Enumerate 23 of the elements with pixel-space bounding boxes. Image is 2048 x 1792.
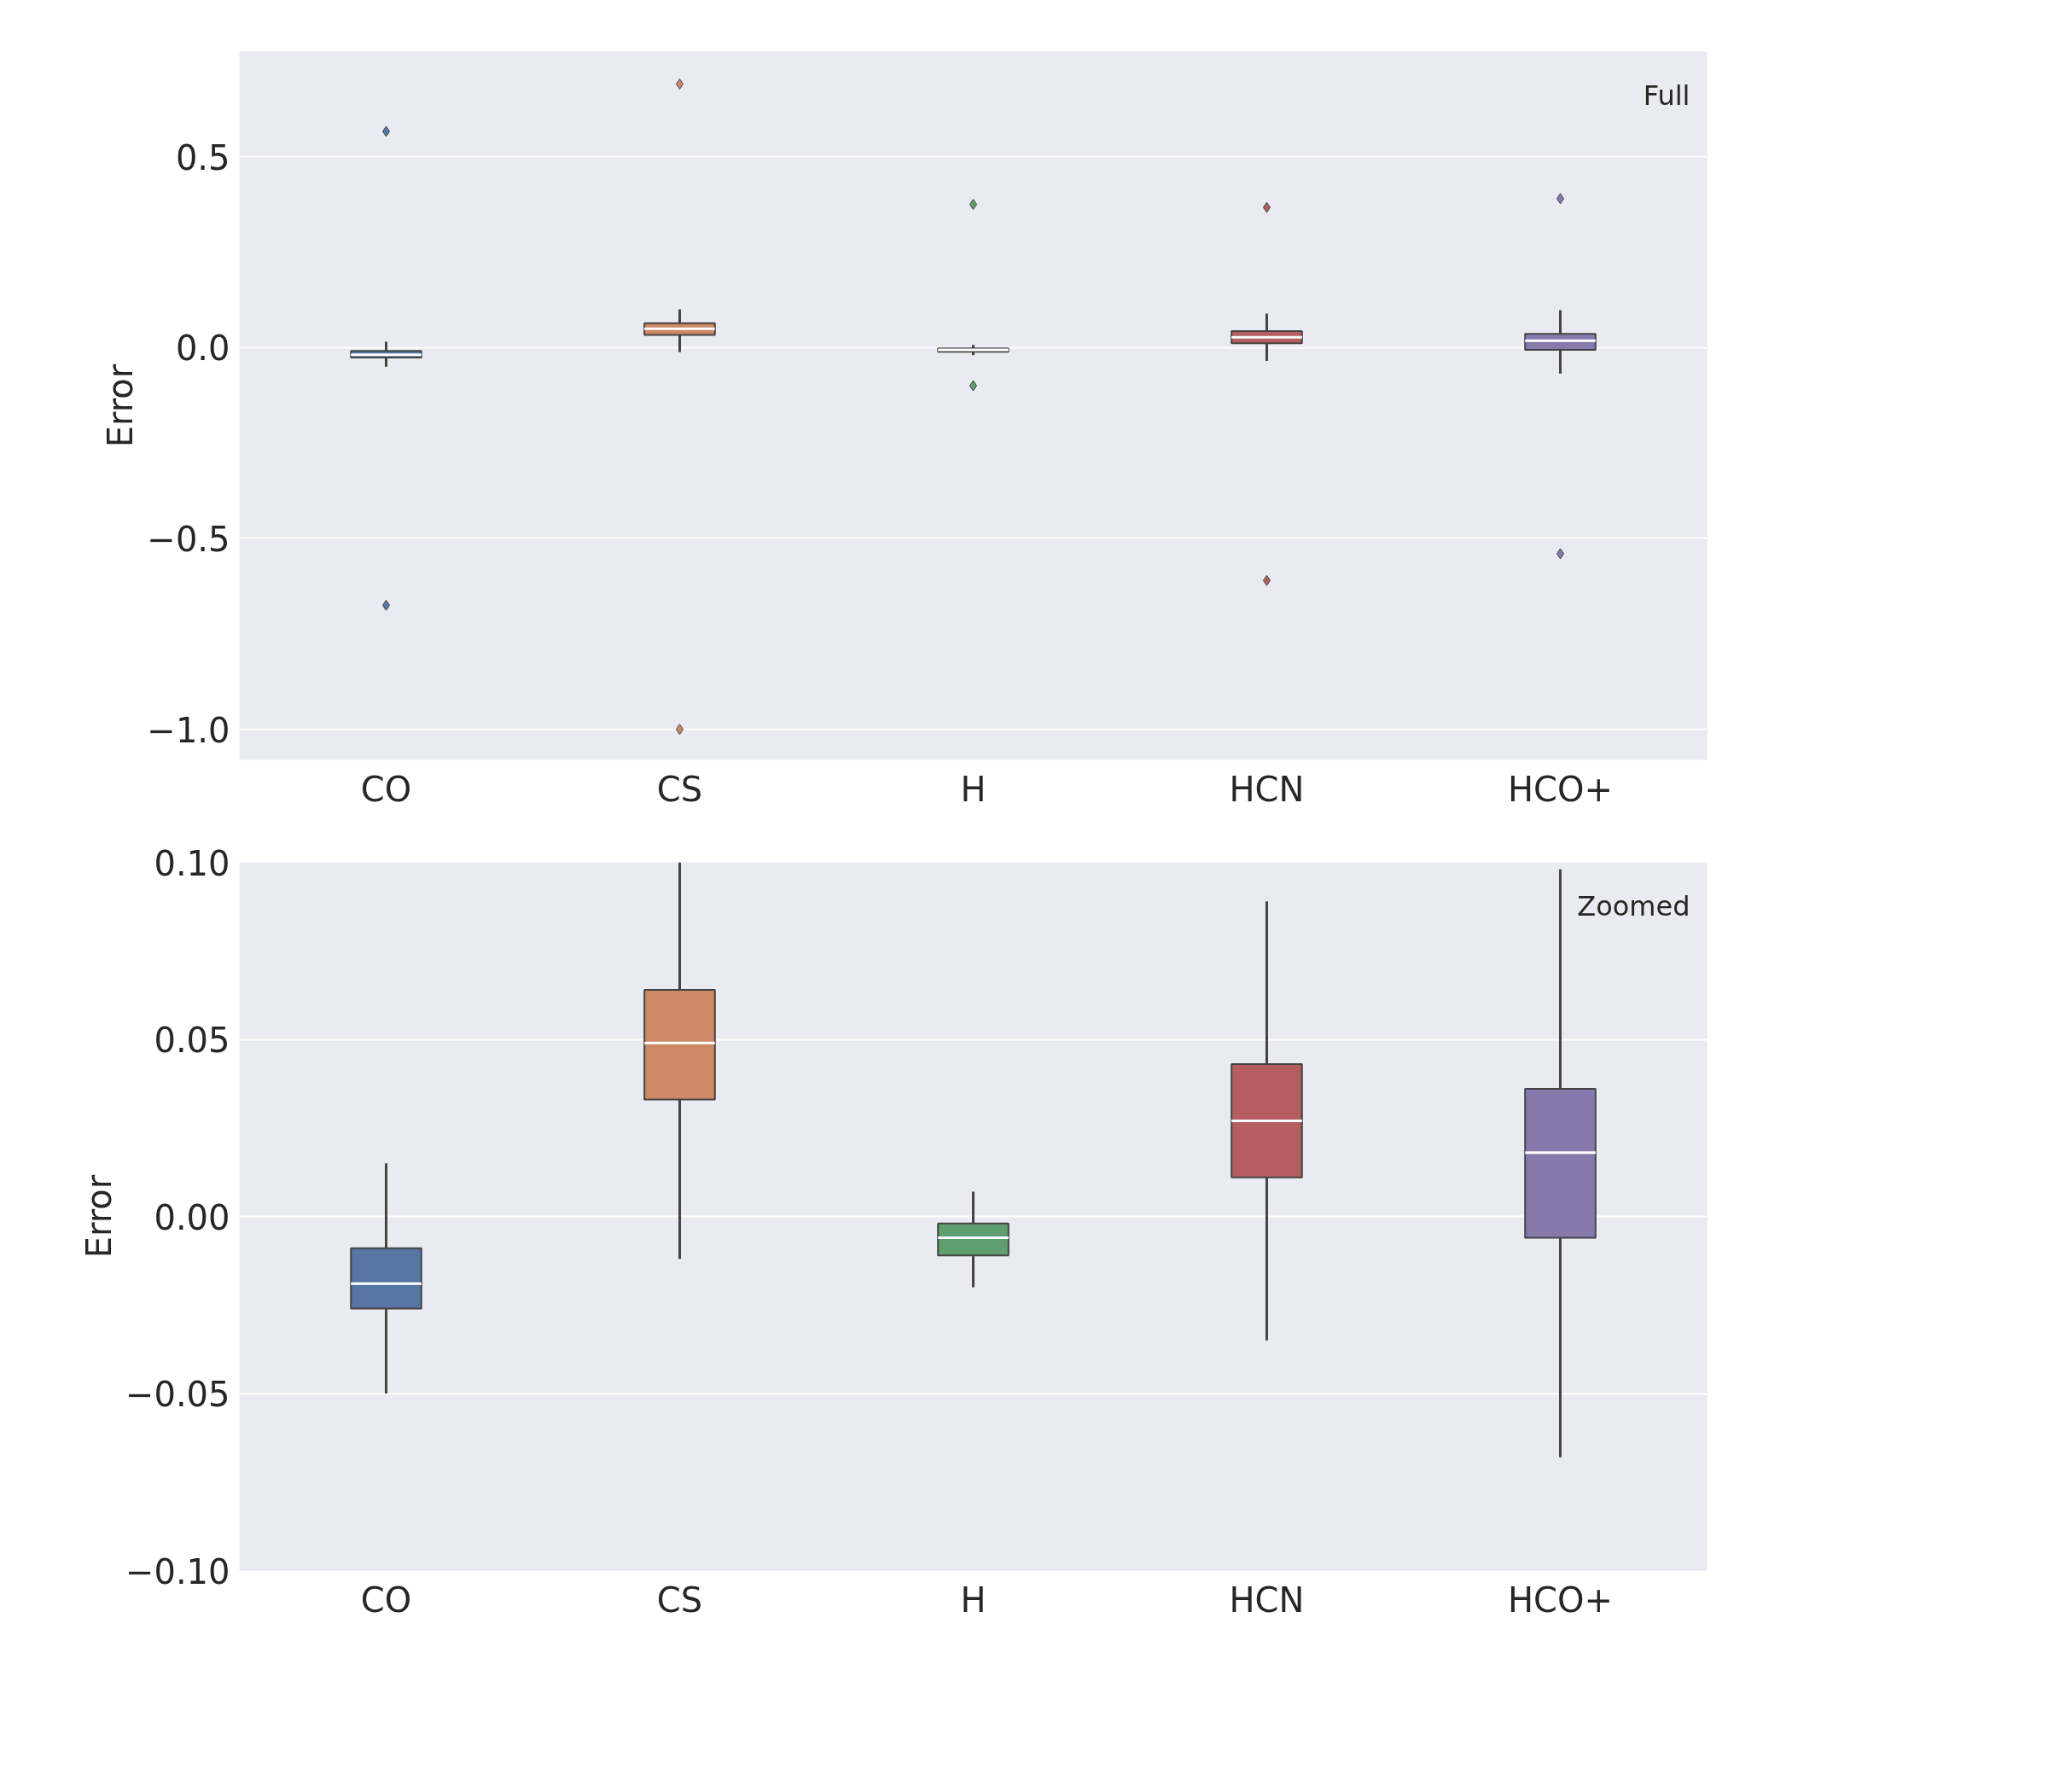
x-tick-label: HCN (1229, 769, 1305, 809)
x-tick-label: HCN (1229, 1580, 1305, 1620)
x-tick-label: H (960, 1580, 986, 1620)
x-tick-label: CS (656, 1580, 703, 1620)
y-tick-label: 0.05 (154, 1021, 230, 1060)
annotation: Full (1643, 79, 1690, 112)
y-tick-label: 0.10 (154, 843, 230, 883)
y-tick-label: −0.05 (125, 1375, 230, 1414)
y-tick-label: 0.00 (154, 1197, 230, 1237)
y-tick-label: −0.5 (147, 519, 230, 559)
x-tick-label: CO (360, 769, 412, 809)
x-tick-label: HCO+ (1508, 769, 1614, 809)
y-tick-label: 0.0 (175, 329, 230, 369)
x-tick-label: H (960, 769, 986, 809)
y-tick-label: −1.0 (147, 710, 230, 750)
y-tick-label: −0.10 (125, 1551, 230, 1591)
y-axis-title: Error (79, 1174, 119, 1259)
annotation: Zoomed (1577, 889, 1690, 922)
x-tick-label: HCO+ (1508, 1580, 1614, 1620)
x-tick-label: CO (360, 1580, 412, 1620)
x-tick-label: CS (656, 769, 703, 809)
y-axis-title: Error (101, 364, 141, 448)
y-tick-label: 0.5 (175, 137, 230, 177)
